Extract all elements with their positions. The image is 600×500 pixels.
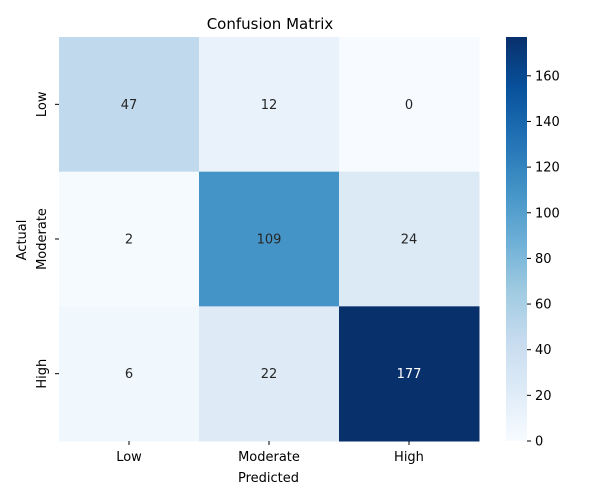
cell-value-0-0: 47 [121,98,138,113]
colorbar-tick-label: 120 [535,161,560,176]
y-tick-label: Moderate [35,208,50,270]
x-axis-ticks: Low Moderate High [116,441,424,465]
colorbar-tick-label: 80 [535,252,552,267]
colorbar-tick-label: 60 [535,298,552,313]
cell-value-1-0: 2 [125,233,133,248]
colorbar-tick-label: 160 [535,69,560,84]
heatmap-cell-1-2 [339,171,480,307]
cell-value-2-0: 6 [125,367,133,382]
y-axis-label: Actual [15,220,30,261]
x-tick-label: Moderate [238,450,300,465]
heatmap-cell-2-0 [59,306,200,442]
heatmap-cell-0-2 [339,37,480,173]
chart-title: Confusion Matrix [207,15,334,33]
cell-value-0-2: 0 [405,98,413,113]
cell-value-1-1: 109 [257,233,282,248]
x-tick-label: High [394,450,424,465]
colorbar-tick-label: 40 [535,343,552,358]
y-tick-label: Low [35,91,50,117]
heatmap-cell-0-0 [59,37,200,173]
heatmap-cell-2-2 [339,306,480,442]
cell-value-2-2: 177 [397,367,422,382]
colorbar-tick-label: 140 [535,115,560,130]
colorbar-ticks: 0 20 40 60 80 100 120 140 160 [527,69,560,450]
heatmap-cell-0-1 [199,37,340,173]
y-tick-label: High [35,359,50,389]
colorbar-tick-label: 20 [535,389,552,404]
colorbar [506,37,527,441]
colorbar-tick-label: 100 [535,206,560,221]
x-axis-label: Predicted [238,471,299,486]
cell-value-0-1: 12 [261,98,278,113]
y-axis-ticks: Low Moderate High [35,91,59,389]
heatmap-cell-1-0 [59,171,200,307]
cell-value-1-2: 24 [401,233,418,248]
x-tick-label: Low [116,450,142,465]
cell-value-2-1: 22 [261,367,278,382]
heatmap-cell-2-1 [199,306,340,442]
colorbar-tick-label: 0 [535,435,543,450]
heatmap-cells: 47 12 0 2 109 24 6 22 177 [59,37,480,442]
heatmap-cell-1-1 [199,171,340,307]
